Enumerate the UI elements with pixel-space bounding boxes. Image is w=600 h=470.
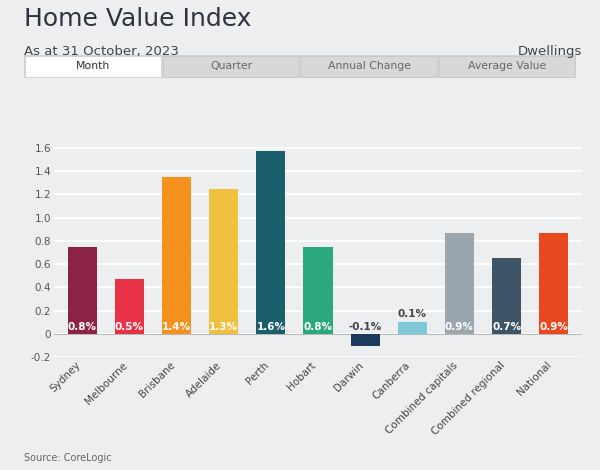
Bar	[301, 56, 437, 77]
Text: Annual Change: Annual Change	[328, 61, 410, 71]
Text: Month: Month	[76, 61, 110, 71]
Bar	[163, 56, 299, 77]
Text: 1.4%: 1.4%	[162, 321, 191, 332]
Text: 1.6%: 1.6%	[256, 321, 286, 332]
Text: 0.8%: 0.8%	[304, 321, 332, 332]
Text: 0.9%: 0.9%	[445, 321, 474, 332]
Bar	[304, 247, 332, 334]
Bar	[398, 322, 427, 334]
Text: 0.7%: 0.7%	[492, 321, 521, 332]
Text: As at 31 October, 2023: As at 31 October, 2023	[24, 45, 179, 58]
Text: Home Value Index: Home Value Index	[24, 7, 251, 31]
Bar	[539, 233, 568, 334]
Text: 0.5%: 0.5%	[115, 321, 144, 332]
Bar	[209, 188, 238, 334]
Text: 1.3%: 1.3%	[209, 321, 238, 332]
Bar	[115, 279, 144, 334]
Bar	[492, 258, 521, 334]
Text: 0.9%: 0.9%	[539, 321, 568, 332]
Bar	[25, 56, 161, 77]
Text: -0.1%: -0.1%	[349, 321, 382, 332]
Text: Average Value: Average Value	[468, 61, 546, 71]
Bar	[445, 233, 474, 334]
Bar	[350, 334, 380, 345]
Bar	[162, 177, 191, 334]
Bar	[256, 151, 286, 334]
Text: Dwellings: Dwellings	[518, 45, 582, 58]
Bar	[68, 247, 97, 334]
Text: 0.1%: 0.1%	[398, 309, 427, 319]
Text: 0.8%: 0.8%	[68, 321, 97, 332]
Text: Source: CoreLogic: Source: CoreLogic	[24, 453, 112, 463]
Bar	[439, 56, 575, 77]
Text: Quarter: Quarter	[210, 61, 252, 71]
